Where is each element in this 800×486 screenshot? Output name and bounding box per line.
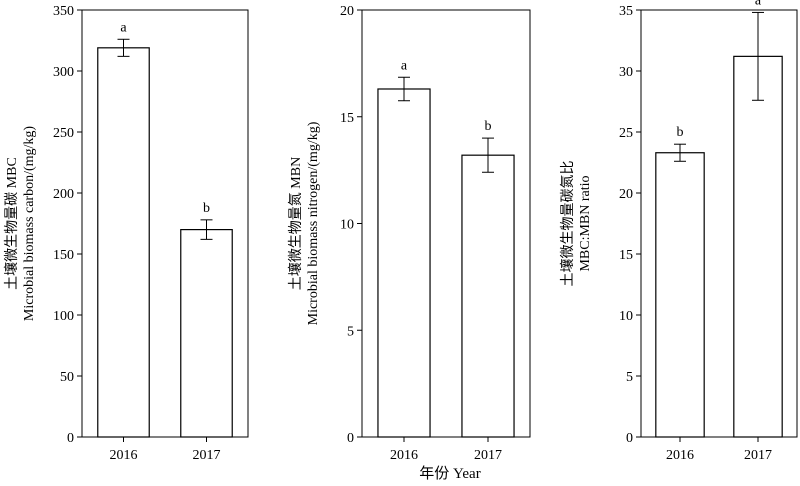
significance-letter: b	[485, 119, 492, 134]
y-tick-label: 35	[619, 4, 633, 19]
significance-letter: a	[755, 0, 762, 8]
y-tick-label: 20	[619, 187, 633, 202]
y-tick-label: 0	[347, 431, 354, 446]
y-tick-label: 10	[619, 309, 633, 324]
x-tick-label: 2017	[744, 448, 772, 463]
y-axis-label: Microbial biomass nitrogen/(mg/kg)	[306, 121, 321, 325]
y-tick-label: 150	[53, 248, 74, 263]
plot-frame	[81, 9, 249, 438]
y-tick-label: 350	[53, 4, 74, 19]
y-tick-label: 300	[53, 65, 74, 80]
x-tick-label: 2017	[474, 448, 502, 463]
bar-2016	[655, 152, 705, 438]
y-tick-label: 50	[60, 370, 74, 385]
y-tick-label: 25	[619, 126, 633, 141]
y-axis-label: 土壤微生物量碳氮比	[559, 161, 576, 287]
bar-2016	[377, 88, 431, 438]
significance-letter: b	[203, 201, 210, 216]
x-tick-label: 2017	[193, 448, 221, 463]
y-tick-label: 15	[340, 111, 354, 126]
y-axis-label: 土壤微生物量氮 MBN	[287, 157, 304, 290]
y-tick-label: 100	[53, 309, 74, 324]
plot-frame	[640, 9, 798, 438]
significance-letter: a	[120, 20, 127, 35]
bar-2017	[180, 229, 233, 438]
y-axis-label: MBC:MBN ratio	[578, 175, 593, 271]
y-tick-label: 30	[619, 65, 633, 80]
x-axis-label: 年份 Year	[419, 465, 480, 482]
y-tick-label: 0	[626, 431, 633, 446]
significance-letter: a	[401, 58, 408, 73]
y-tick-label: 15	[619, 248, 633, 263]
x-tick-label: 2016	[110, 448, 138, 463]
y-tick-label: 5	[347, 324, 354, 339]
y-axis-label: Microbial biomass carbon/(mg/kg)	[22, 126, 37, 322]
y-tick-label: 5	[626, 370, 633, 385]
chart-panel-3: 0 5 10 15 20 25 30 35 土壤微生物量碳氮比 MBC:MBN ratio b 201…	[559, 0, 798, 463]
y-tick-label: 200	[53, 187, 74, 202]
y-tick-label: 250	[53, 126, 74, 141]
bar-2016	[97, 47, 150, 438]
x-tick-label: 2016	[390, 448, 418, 463]
y-tick-label: 20	[340, 4, 354, 19]
chart-panel-2: 0 5 10 15 20 土壤微生物量氮 MBN Microbial biomass nit…	[287, 4, 531, 463]
y-tick-label: 0	[67, 431, 74, 446]
bar-2017	[733, 55, 783, 438]
chart-panel-1: 0 50 100 150 200 250 300 350 土壤微生物量碳 MBC Microbia…	[3, 4, 249, 463]
significance-letter: b	[677, 125, 684, 140]
y-axis-label: 土壤微生物量碳 MBC	[3, 157, 20, 290]
x-tick-label: 2016	[666, 448, 694, 463]
y-tick-label: 10	[340, 218, 354, 233]
bar-2017	[461, 154, 515, 438]
